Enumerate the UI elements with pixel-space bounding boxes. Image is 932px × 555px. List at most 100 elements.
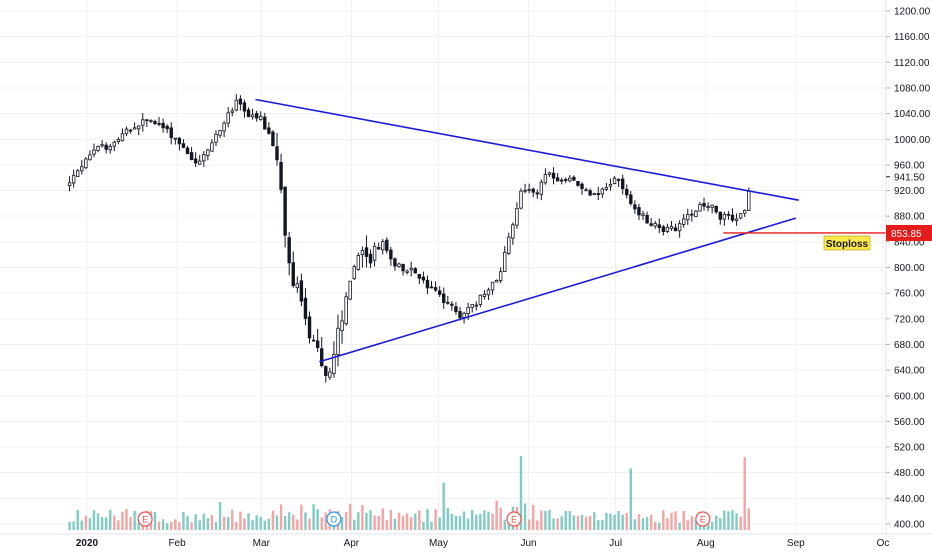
time-tick-label: Jul [609,538,622,549]
time-axis[interactable]: 2020 Feb Mar Apr May Jun Jul Aug Sep Oc [76,538,889,549]
candle-up [405,270,409,273]
price-tick-label: 840.00 [894,237,925,248]
candle-down [531,188,535,193]
candle-down [625,188,629,196]
volume-bar [670,512,673,530]
candle-up [470,304,474,308]
candle-up [96,146,100,151]
volume-bar [613,514,616,530]
candle-up [507,236,511,254]
volume-bar [532,504,535,530]
candle-down [446,301,450,304]
candle-up [218,130,222,136]
candle-up [466,307,470,314]
volume-bar [235,522,238,530]
volume-bar [210,515,214,530]
event-marker-icon[interactable] [695,511,711,527]
candle-up [124,128,129,135]
candle-down [645,214,649,224]
candle-down [730,214,735,221]
candle-down [649,223,653,226]
volume-bar [731,510,734,530]
candle-down [551,172,556,179]
candle-down [169,127,173,138]
candle-up [478,294,483,305]
volume-bar [92,510,96,530]
candle-down [364,247,369,257]
volume-bar [300,504,303,530]
candle-up [67,182,72,186]
volume-bar [174,519,177,530]
volume-bar [226,517,230,530]
price-tick-label: 1080.00 [894,83,931,94]
candle-down [413,268,417,274]
volume-bar [658,522,661,530]
volume-bar [109,509,112,530]
candle-down [287,237,291,264]
volume-bar [129,516,132,530]
candle-down [580,183,584,189]
volume-bar [454,516,458,530]
candle-down [385,239,389,251]
candle-down [193,158,198,164]
volume-bar [353,519,356,530]
time-tick-label: 2020 [76,538,99,549]
price-tick-label: 1120.00 [894,58,930,69]
candle-up [198,160,202,165]
candle-down [320,348,324,367]
price-tick-label: 1200.00 [894,7,931,18]
candle-down [303,297,308,319]
volume-bar [133,510,136,530]
candle-up [100,144,104,147]
drawing-layer [255,98,886,363]
candle-down [153,121,157,125]
price-tick-label: 560.00 [894,417,925,428]
volume-bar [202,513,205,530]
price-tick-label: 880.00 [894,212,925,223]
candle-up [336,327,340,355]
candle-down [555,177,560,182]
time-tick-label: Aug [697,538,715,549]
candle-down [559,179,564,182]
candle-up [230,110,234,113]
candle-down [588,190,592,196]
candle-down [165,125,169,130]
candle-down [458,311,462,319]
resistance-trendline[interactable] [255,98,799,201]
volume-bar [458,516,462,530]
volume-bar [556,518,559,530]
volume-bar [292,514,295,530]
candle-up [527,189,531,191]
candle-down [657,224,661,229]
candle-up [116,139,121,142]
candle-up [722,213,727,220]
support-trendline[interactable] [319,217,797,363]
price-tick-label: 920.00 [894,186,925,197]
candle-down [291,262,295,286]
volume-bar [487,511,490,530]
volume-bar [654,521,657,530]
candle-up [641,213,645,216]
volume-bar [117,520,120,530]
event-marker-label: E [700,515,706,525]
candle-down [425,279,430,289]
stoploss-price-tag [886,224,932,241]
candle-up [214,133,218,143]
candle-up [210,142,214,152]
volume-bar [68,521,71,530]
volume-bar [190,522,193,530]
volume-bar [588,515,592,530]
event-marker-icon[interactable] [326,511,342,527]
price-axis[interactable]: 1200.00 1160.00 1120.00 1080.00 1040.00 1000.… [886,7,931,531]
stoploss-price-label: 853.85 [891,229,922,240]
candle-up [340,320,344,332]
candle-up [511,224,515,239]
candle-up [295,283,300,289]
candle-up [738,213,743,219]
candle-up [108,146,112,151]
event-marker-icon[interactable] [137,511,153,527]
event-marker-icon[interactable] [506,511,522,527]
